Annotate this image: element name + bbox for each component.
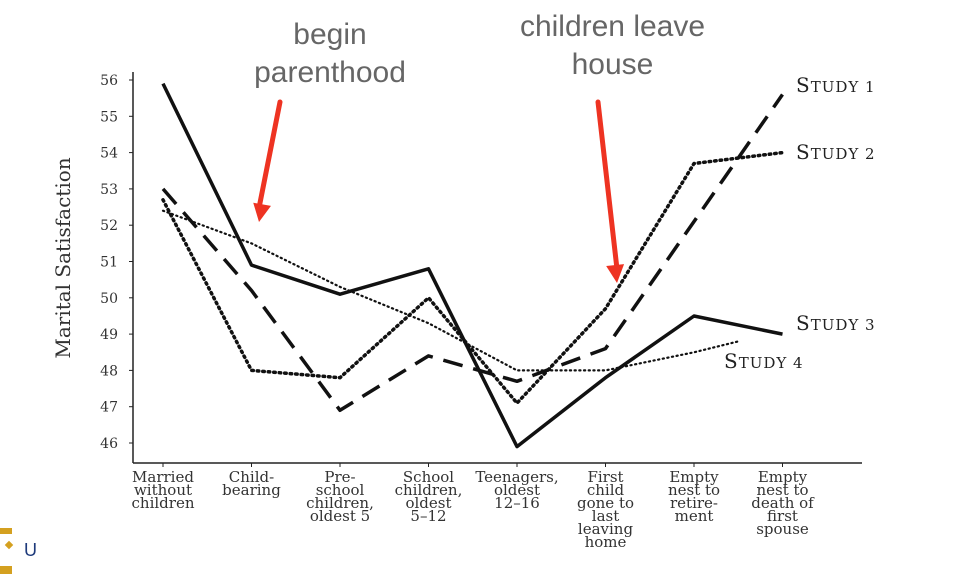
legend-label-rest: TUDY 2 [811,145,876,163]
annotation-arrows [253,99,625,283]
arrow-head [253,202,271,222]
x-tick-label-line: Empty [669,468,719,486]
x-tick-label-line: retire- [670,494,718,512]
series-line-study-2 [161,150,785,405]
axes [129,72,862,467]
series-line-study-3 [161,82,783,449]
y-tick-label: 54 [100,146,118,162]
x-tick-label-line: bearing [222,481,281,499]
arrow-shaft [595,99,620,272]
x-tick-label: Empty nest to death of first spouse [751,468,815,538]
legend-label-study-4: STUDY 4 [724,349,804,373]
annotation-line: house [571,48,654,81]
arrow-head [606,264,625,283]
tick-labels: 46 47 48 49 50 51 52 53 54 55 56 Marital Satisfacti… [51,73,815,551]
legend-label-study-3: STUDY 3 [796,311,876,335]
y-tick-label: 46 [100,436,118,452]
series-line-study-4 [161,209,740,372]
legend-label-initial: S [796,311,811,335]
x-tick-label-line: Teenagers, [475,468,558,486]
x-tick-label-line: leaving [578,520,634,538]
x-tick-label: Teenagers, oldest 12–16 [475,468,558,512]
x-tick-label-line: School [403,468,454,486]
legend-label-initial: S [796,73,811,97]
x-tick-label-line: first [767,507,798,525]
y-tick-label: 47 [100,400,118,416]
y-tick-label: 52 [100,218,118,234]
annotation-begin-parenthood: begin parenthood [225,16,435,92]
x-tick-label: Child-bearing [222,468,281,499]
x-tick-label-line: nest to [668,481,720,499]
x-tick-label-line: oldest [494,481,540,499]
x-tick-label-line: Child- [229,468,274,486]
legend-label-initial: S [796,140,811,164]
x-tick-label: Married without children [132,468,195,512]
x-tick-label-line: death of [751,494,815,512]
series-line-study-1 [161,93,784,413]
legend-label-initial: S [724,349,739,373]
arrow-children-leave-house [595,99,625,283]
y-tick-label: 49 [100,327,118,343]
x-tick-label-line: spouse [756,520,809,538]
x-tick-label-line: last [592,507,619,525]
x-tick-label-line: nest to [756,481,808,499]
y-tick-label: 55 [100,109,118,125]
logo-letter: U [24,540,37,560]
legend-label-study-1: STUDY 1 [796,73,876,97]
x-tick-label-line: without [134,481,192,499]
y-tick-label: 51 [100,255,118,271]
x-tick-label-line: 12–16 [494,494,540,512]
x-tick-label: Pre-school children, oldest 5 [306,468,374,525]
annotation-line: parenthood [254,56,406,89]
logo-mark [0,528,14,574]
arrow-shaft [256,99,283,211]
y-axis-label: Marital Satisfaction [51,157,75,358]
x-tick-label: School children, oldest 5–12 [395,468,463,525]
x-tick-label-line: oldest 5 [310,507,370,525]
y-tick-label: 48 [100,363,118,379]
x-tick-label-line: gone to [577,494,634,512]
legend-label-rest: TUDY 1 [811,78,876,96]
x-tick-label-line: school [316,481,365,499]
annotation-children-leave-house: children leave house [485,8,740,84]
arrow-begin-parenthood [253,99,283,222]
x-tick-label-line: 5–12 [410,507,446,525]
x-tick-label-line: home [585,533,627,551]
x-tick-label-line: children, [306,494,374,512]
y-tick-label: 50 [100,291,118,307]
legend-label-study-2: STUDY 2 [796,140,876,164]
x-tick-label: First child gone to last leaving home [577,468,634,551]
legend-label-rest: TUDY 3 [811,316,876,334]
x-tick-label-line: ment [675,507,714,525]
annotation-line: children leave [519,10,706,43]
x-tick-label-line: First [587,468,623,486]
annotation-line: begin [293,18,367,51]
legend-label-rest: TUDY 4 [739,354,804,372]
x-tick-label-line: Pre- [324,468,355,486]
x-tick-label: Empty nest to retire-ment [668,468,720,525]
x-tick-label-line: children, [395,481,463,499]
x-tick-label-line: Empty [758,468,808,486]
y-tick-label: 56 [100,73,118,89]
x-tick-label-line: children [132,494,195,512]
series-group [161,82,785,449]
x-tick-label-line: oldest [405,494,451,512]
x-tick-label-line: child [587,481,625,499]
y-tick-label: 53 [100,182,118,198]
x-tick-label-line: Married [132,468,194,486]
